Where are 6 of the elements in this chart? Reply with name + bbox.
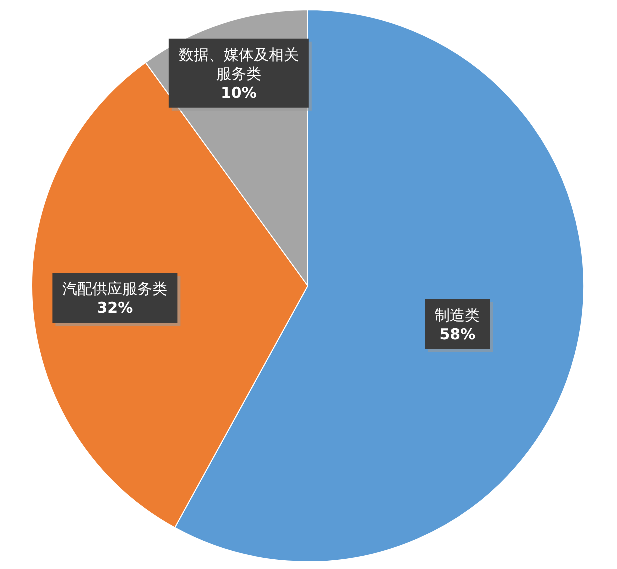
data-label: 32% [97,299,134,318]
slice-label: 汽配供应服务类 [62,280,168,298]
data-label: 58% [440,325,476,344]
data-label: 10% [220,84,257,102]
slice-label: 数据、媒体及相关服务类 [178,46,299,83]
slice-label: 制造类 [435,306,480,324]
